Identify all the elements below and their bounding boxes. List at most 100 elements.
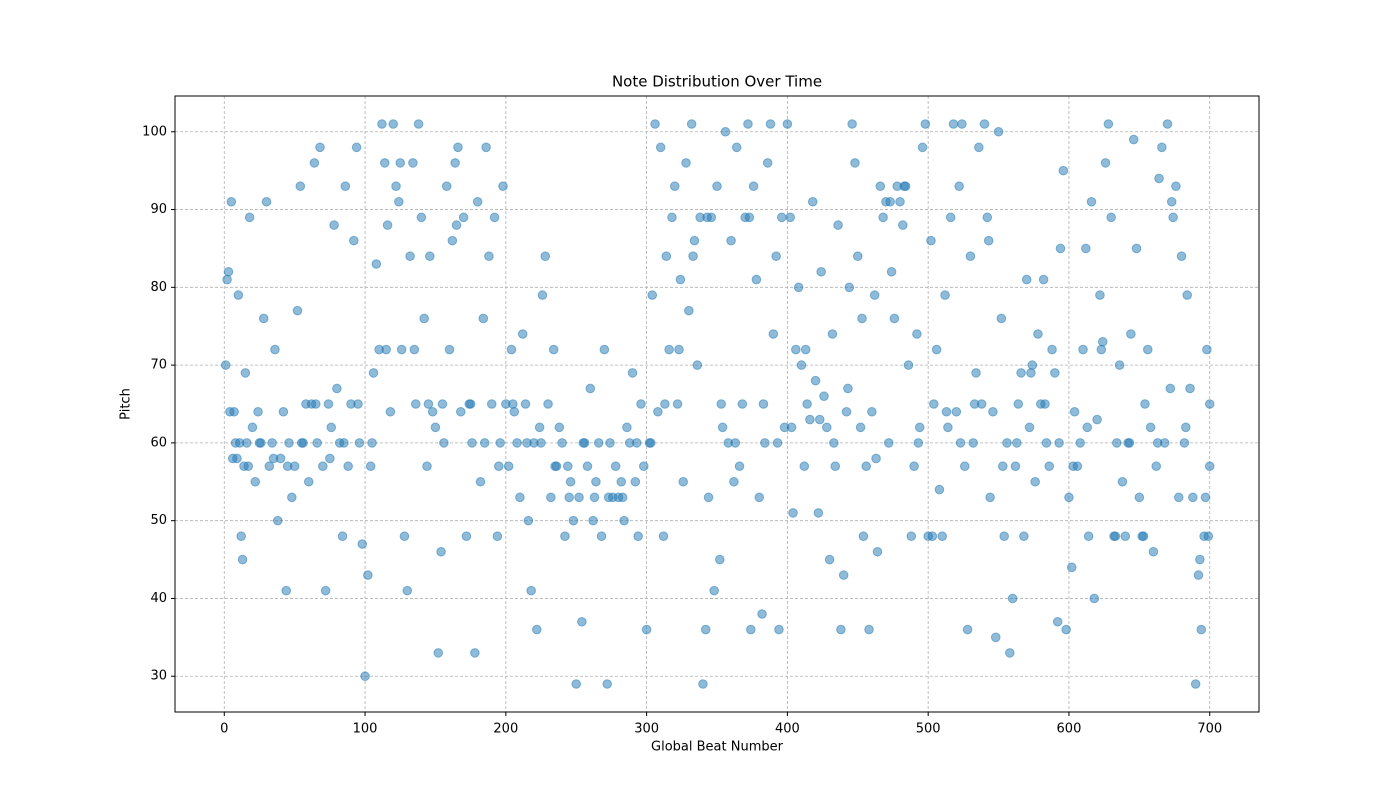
point — [867, 406, 877, 417]
point — [382, 220, 393, 230]
point — [875, 181, 886, 192]
point — [596, 531, 607, 542]
point — [254, 438, 265, 448]
point — [889, 313, 900, 324]
point — [771, 251, 781, 262]
point — [647, 290, 658, 300]
point — [1204, 399, 1215, 409]
point — [1083, 531, 1094, 542]
y-tick-label: 30 — [150, 669, 167, 684]
chart-title: Note Distribution Over Time — [612, 73, 822, 91]
point — [813, 508, 824, 518]
point — [822, 422, 832, 433]
x-axis-label: Global Beat Number — [651, 740, 784, 755]
point — [408, 158, 418, 168]
point — [836, 624, 846, 635]
point — [536, 438, 546, 448]
point — [927, 531, 938, 542]
point — [489, 212, 500, 223]
point — [748, 181, 759, 192]
point — [267, 438, 277, 448]
point — [886, 266, 897, 277]
point — [564, 492, 574, 503]
point — [847, 119, 857, 129]
point — [1154, 173, 1164, 184]
point — [990, 632, 1001, 643]
point — [320, 585, 331, 596]
point — [605, 438, 615, 448]
point — [574, 492, 584, 503]
point — [912, 329, 922, 339]
point — [1171, 181, 1181, 192]
point — [589, 492, 600, 503]
point — [295, 181, 306, 192]
point — [492, 531, 503, 542]
point — [664, 344, 674, 355]
point — [458, 212, 469, 223]
point — [247, 422, 258, 433]
point — [1185, 383, 1195, 394]
point — [365, 461, 376, 472]
point — [451, 220, 462, 230]
point — [861, 461, 872, 472]
point — [508, 399, 518, 409]
point — [983, 235, 994, 246]
point — [843, 383, 853, 394]
point — [381, 344, 391, 355]
point — [261, 196, 272, 207]
point — [234, 438, 245, 448]
point — [1005, 648, 1015, 658]
point — [737, 399, 748, 409]
point — [371, 259, 382, 269]
point — [1012, 438, 1022, 448]
point — [433, 648, 444, 658]
point — [655, 142, 666, 153]
point — [388, 119, 399, 129]
point — [729, 476, 739, 487]
point — [253, 406, 263, 417]
point — [1061, 624, 1071, 635]
point — [444, 344, 455, 355]
point — [788, 508, 798, 518]
point — [506, 344, 517, 355]
point — [988, 406, 998, 417]
point — [675, 274, 686, 285]
point — [1173, 492, 1184, 503]
y-tick-label: 40 — [150, 591, 167, 606]
point — [920, 119, 931, 129]
y-tick-label: 50 — [150, 513, 167, 528]
point — [617, 492, 628, 503]
point — [537, 290, 548, 300]
points-layer — [220, 119, 1215, 689]
point — [957, 119, 967, 129]
point — [437, 399, 448, 409]
point — [827, 329, 838, 339]
point — [416, 212, 427, 223]
point — [674, 344, 684, 355]
point — [343, 461, 353, 472]
point — [363, 570, 373, 580]
point — [578, 438, 589, 448]
point — [1041, 438, 1052, 448]
point — [461, 531, 472, 542]
point — [1100, 158, 1111, 168]
point — [962, 624, 973, 635]
point — [522, 438, 532, 448]
point — [1179, 438, 1190, 448]
x-tick-label: 200 — [493, 722, 518, 737]
point — [1013, 399, 1024, 409]
point — [841, 406, 852, 417]
point — [1112, 438, 1122, 448]
x-tick-label: 100 — [353, 722, 378, 737]
point — [236, 531, 246, 542]
x-tick-label: 600 — [1057, 722, 1082, 737]
point — [1038, 274, 1049, 285]
point — [883, 438, 894, 448]
point — [661, 251, 672, 262]
point — [898, 220, 908, 230]
point — [948, 119, 959, 129]
point — [743, 119, 753, 129]
point — [833, 220, 843, 230]
point — [250, 476, 261, 487]
